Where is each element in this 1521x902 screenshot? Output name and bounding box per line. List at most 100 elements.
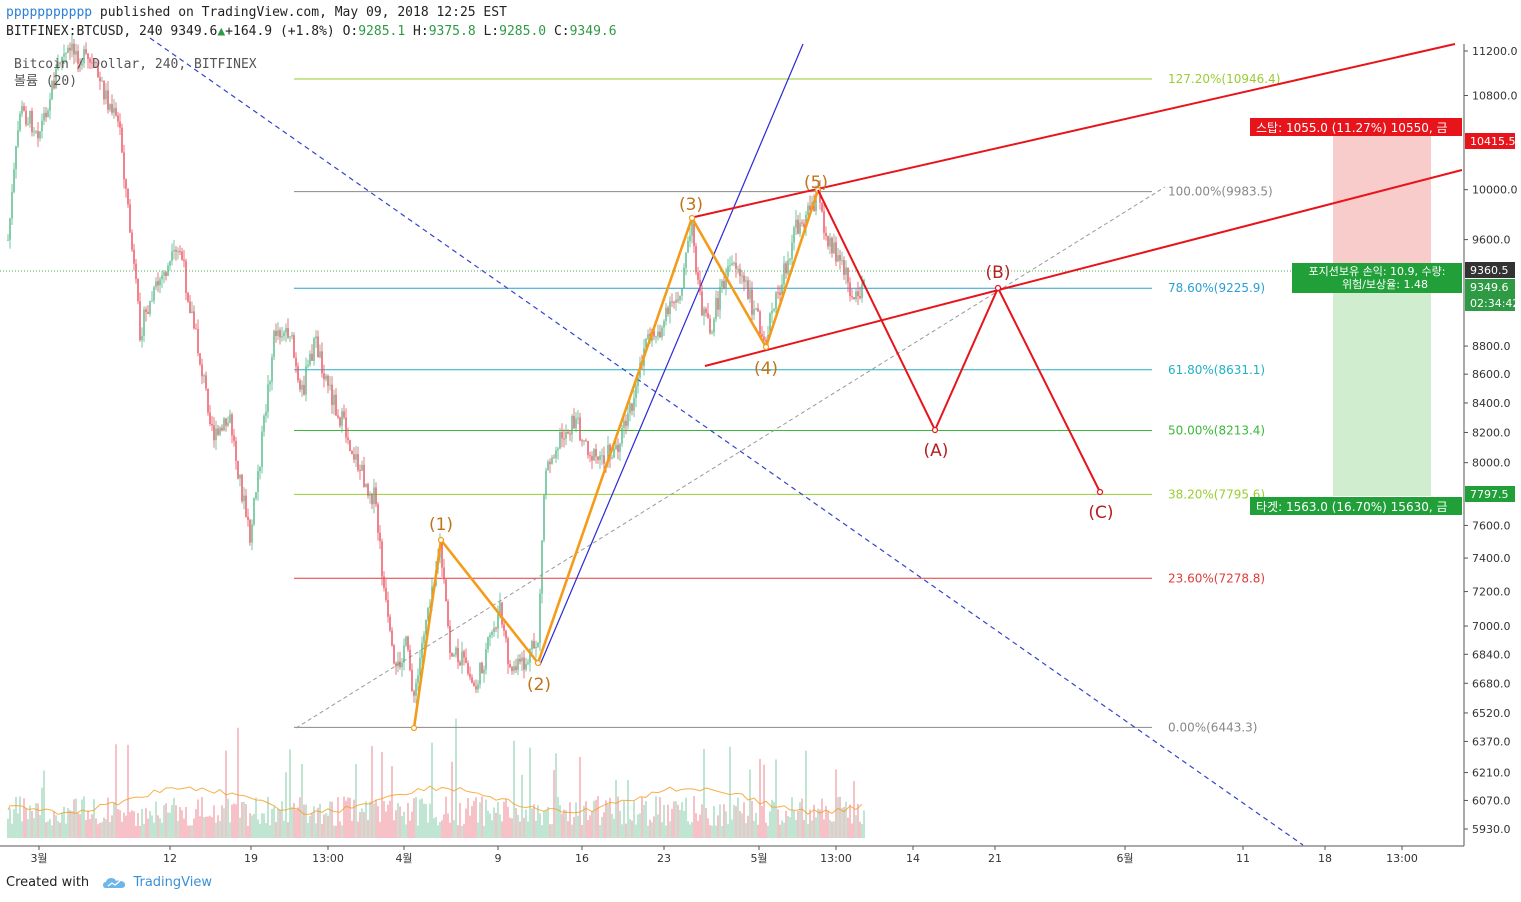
candle [561, 432, 563, 439]
candle [515, 666, 517, 670]
candle [365, 484, 367, 487]
volume-bar [47, 821, 49, 838]
volume-bar [737, 797, 739, 838]
volume-bar [401, 816, 403, 838]
candle [61, 56, 63, 63]
volume-bar [25, 807, 27, 838]
candle [329, 384, 331, 386]
candle [831, 237, 833, 254]
candle [701, 291, 703, 316]
candle [117, 115, 119, 122]
volume-bar [319, 803, 321, 838]
candle [629, 403, 631, 414]
volume-bar [197, 799, 199, 838]
y-tick-label: 9600.0 [1472, 234, 1511, 247]
volume-bar [79, 814, 81, 838]
candle [489, 634, 491, 638]
volume-bar [771, 799, 773, 838]
volume-bar [735, 806, 737, 838]
volume-bar [717, 815, 719, 838]
volume-bar [663, 804, 665, 838]
volume-bar [81, 799, 83, 838]
y-tick-label: 7600.0 [1472, 519, 1511, 532]
stop-price-tag-box [1465, 133, 1515, 149]
volume-bar [585, 801, 587, 838]
candle [441, 540, 443, 568]
candle [189, 301, 191, 314]
candle [85, 49, 87, 54]
volume-bar [683, 810, 685, 838]
volume-bar [165, 803, 167, 838]
corrective-wave-label: (C) [1088, 503, 1113, 523]
volume-bar [501, 821, 503, 838]
target-price-tag: 7797.5 [1470, 488, 1509, 501]
candle [203, 375, 205, 377]
volume-bar [429, 803, 431, 838]
candle [479, 662, 481, 685]
candle [689, 235, 691, 241]
candle [733, 262, 735, 264]
volume-bar [479, 802, 481, 838]
volume-bar [55, 815, 57, 838]
candle [737, 268, 739, 270]
candle [153, 287, 155, 301]
candle [735, 262, 737, 269]
candle [425, 619, 427, 635]
volume-bar [751, 800, 753, 838]
volume-bar [715, 825, 717, 838]
author-link[interactable]: ppppppppppp [6, 5, 93, 20]
volume-bar [523, 817, 525, 838]
volume-bar [785, 810, 787, 838]
stop-price-tag: 10415.5 [1470, 135, 1516, 148]
volume-bar [341, 825, 343, 838]
y-tick-label: 7200.0 [1472, 586, 1511, 599]
volume-bar [441, 820, 443, 838]
candle [275, 330, 277, 336]
volume-bar [211, 817, 213, 838]
tradingview-brand[interactable]: TradingView [133, 875, 212, 890]
volume-bar [623, 801, 625, 838]
candle [509, 664, 511, 668]
volume-bar [309, 816, 311, 838]
candle [101, 80, 103, 82]
candle [345, 417, 347, 438]
volume-bar [653, 816, 655, 838]
candle [295, 357, 297, 367]
candle [233, 435, 235, 441]
volume-bar [535, 820, 537, 838]
candle [387, 599, 389, 617]
volume-bar [691, 822, 693, 838]
candle [155, 281, 157, 288]
volume-bar [797, 811, 799, 838]
volume-bar [809, 809, 811, 838]
last-price-tag-box [1465, 262, 1515, 278]
candle [583, 440, 585, 442]
volume-bar [139, 825, 141, 838]
volume-bar [497, 801, 499, 838]
candle [587, 441, 589, 456]
candle [511, 667, 513, 672]
candle [125, 179, 127, 189]
volume-bar [407, 802, 409, 838]
volume-bar [727, 824, 729, 838]
volume-bar [643, 805, 645, 838]
volume-bar [651, 822, 653, 838]
volume-bar [265, 823, 267, 838]
volume-bar [475, 797, 477, 838]
candle [405, 636, 407, 646]
volume-bar [75, 798, 77, 838]
volume-bar [671, 808, 673, 838]
candle [313, 338, 315, 361]
candle [81, 63, 83, 66]
candle [347, 437, 349, 441]
candle [381, 541, 383, 577]
candle [139, 301, 141, 341]
volume-bar [85, 819, 87, 838]
volume-bar [143, 824, 145, 838]
volume-bar [625, 823, 627, 838]
candle [773, 309, 775, 311]
volume-bar [149, 811, 151, 838]
candle [83, 49, 85, 64]
elliott-wave-label: (4) [754, 359, 778, 379]
